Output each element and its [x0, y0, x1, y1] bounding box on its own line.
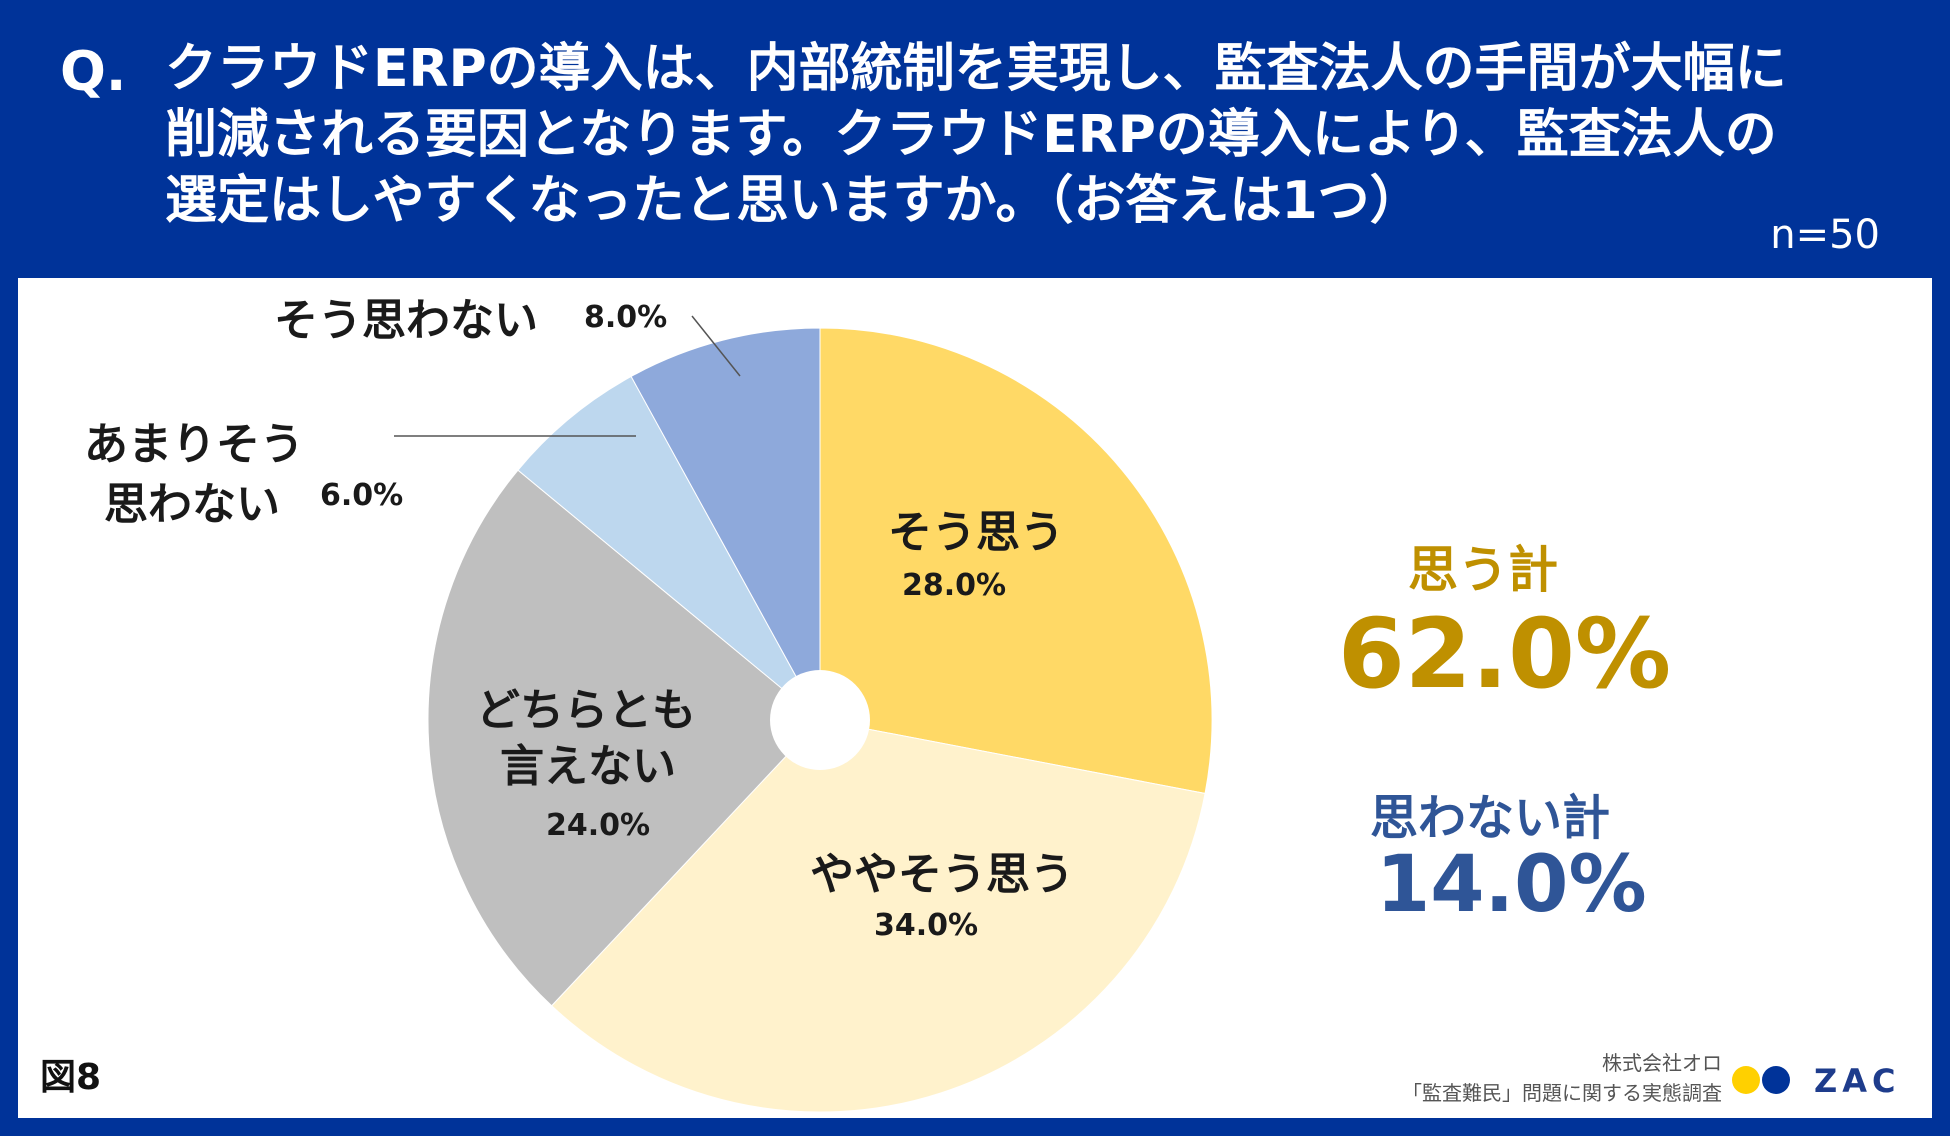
figure-label: 図8 — [40, 1057, 102, 1098]
chart-panel: そう思う 28.0% ややそう思う 34.0% どちらとも 言えない 24.0%… — [18, 278, 1932, 1118]
summary-disagree-value: 14.0% — [1376, 840, 1647, 930]
slice-somewhat-not-agree — [517, 375, 821, 721]
label-not-agree: そう思わない — [274, 295, 538, 346]
value-not-agree: 8.0% — [584, 300, 668, 335]
credit-company: 株式会社オロ — [1602, 1051, 1722, 1075]
value-agree: 28.0% — [902, 568, 1007, 603]
label-somewhat-not-agree-line2: 思わない — [104, 479, 280, 530]
pie-chart — [394, 315, 1213, 1113]
logo-dot-yellow — [1732, 1066, 1760, 1094]
value-somewhat-not-agree: 6.0% — [320, 478, 404, 513]
slice-agree — [819, 327, 1213, 795]
label-neutral-line2: 言えない — [500, 741, 676, 792]
slice-neutral — [427, 469, 821, 1007]
sample-size: n=50 — [1770, 212, 1880, 258]
pie-slices — [427, 327, 1213, 1113]
label-agree: そう思う — [888, 507, 1064, 558]
credit: 株式会社オロ 「監査難民」問題に関する実態調査 — [1402, 1048, 1722, 1108]
question-text: クラウドERPの導入は、内部統制を実現し、監査法人の手間が大幅に 削減される要因… — [165, 36, 1905, 234]
label-somewhat-agree: ややそう思う — [810, 849, 1074, 900]
summary-disagree-title: 思わない計 — [1370, 790, 1611, 846]
question-line-2: 削減される要因となります。クラウドERPの導入により、監査法人の — [165, 105, 1777, 165]
credit-survey: 「監査難民」問題に関する実態調査 — [1402, 1081, 1722, 1105]
zac-logo: ZAC — [1732, 1060, 1895, 1100]
value-neutral: 24.0% — [546, 808, 651, 843]
logo-text: ZAC — [1814, 1062, 1901, 1100]
pie-center-hole — [770, 670, 870, 770]
logo-dot-blue — [1762, 1066, 1790, 1094]
label-somewhat-not-agree-line1: あまりそう — [84, 419, 304, 470]
label-neutral-line1: どちらとも — [476, 685, 696, 736]
question-line-3: 選定はしやすくなったと思いますか。（お答えは1つ） — [165, 171, 1422, 231]
header: Q. クラウドERPの導入は、内部統制を実現し、監査法人の手間が大幅に 削減され… — [0, 0, 1950, 270]
question-line-1: クラウドERPの導入は、内部統制を実現し、監査法人の手間が大幅に — [165, 39, 1787, 99]
slice-not-agree — [630, 327, 821, 721]
summary-agree-value: 62.0% — [1338, 598, 1672, 710]
value-somewhat-agree: 34.0% — [874, 908, 979, 943]
leader-line-not-agree — [691, 315, 741, 377]
slice-somewhat-agree — [550, 719, 1206, 1113]
question-mark: Q. — [60, 40, 127, 103]
summary-agree-title: 思う計 — [1408, 541, 1558, 599]
